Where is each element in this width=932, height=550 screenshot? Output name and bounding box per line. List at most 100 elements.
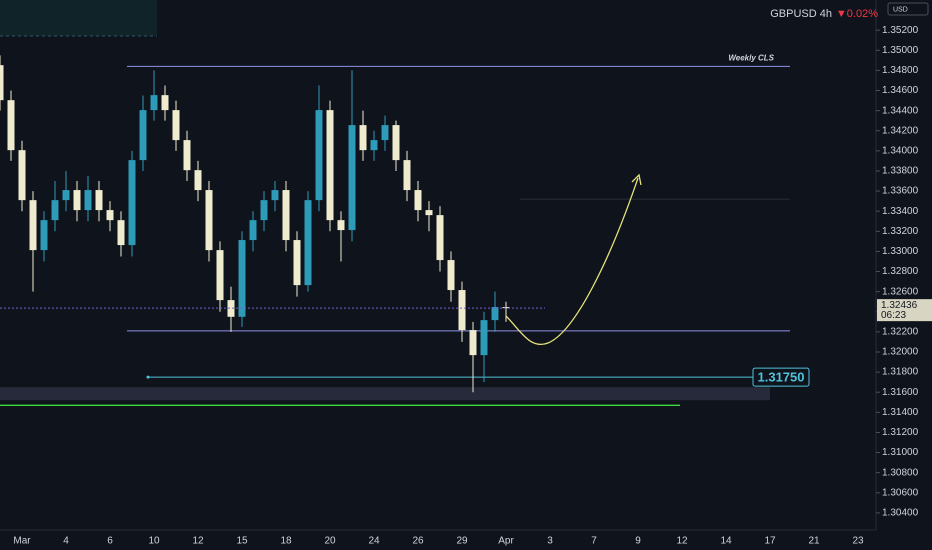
countdown: 06:23 bbox=[881, 310, 906, 321]
candle-body bbox=[227, 300, 235, 317]
x-tick-label: 7 bbox=[591, 536, 597, 547]
candle-body bbox=[7, 100, 15, 151]
x-tick-label: 12 bbox=[192, 536, 204, 547]
x-tick-label: 29 bbox=[456, 536, 468, 547]
y-tick-label: 1.32000 bbox=[882, 347, 919, 358]
candle-body bbox=[106, 210, 114, 221]
candle-body bbox=[326, 110, 334, 221]
candle-body bbox=[469, 330, 477, 356]
y-tick-label: 1.33000 bbox=[882, 246, 919, 257]
candle-body bbox=[315, 110, 323, 201]
candle-body bbox=[172, 110, 180, 141]
candle-body bbox=[194, 170, 202, 191]
y-tick-label: 1.34600 bbox=[882, 85, 919, 96]
x-tick-label: 20 bbox=[324, 536, 336, 547]
price-label: 1.32436 bbox=[881, 300, 918, 311]
plot: 1.35200 1.35000 1.34800 1.34600 1.34400 1.342… bbox=[0, 25, 932, 547]
candle-body bbox=[40, 220, 48, 251]
candle-body bbox=[271, 190, 279, 201]
y-tick-label: 1.34000 bbox=[882, 145, 919, 156]
x-tick-label: 21 bbox=[808, 536, 820, 547]
x-tick-label: 3 bbox=[547, 536, 553, 547]
candle-body bbox=[348, 125, 356, 231]
candle-body bbox=[337, 220, 345, 231]
price-box bbox=[877, 299, 932, 322]
candle-body bbox=[18, 150, 26, 201]
y-tick-label: 1.32800 bbox=[882, 266, 919, 277]
y-tick-label: 1.35000 bbox=[882, 45, 919, 56]
candle-body bbox=[392, 125, 400, 161]
projection-arrow bbox=[505, 177, 639, 346]
candle-body bbox=[249, 220, 257, 241]
candle-body bbox=[447, 260, 455, 291]
candle-body bbox=[381, 125, 389, 141]
level-label: 1.31750 bbox=[758, 370, 805, 385]
symbol: GBPUSD 4h bbox=[770, 8, 832, 20]
y-tick-label: 1.33200 bbox=[882, 226, 919, 237]
y-tick-label: 1.30400 bbox=[882, 508, 919, 519]
x-tick-label: Apr bbox=[498, 536, 514, 547]
x-tick-label: 23 bbox=[852, 536, 864, 547]
candle-body bbox=[62, 190, 70, 201]
candle-body bbox=[29, 200, 37, 251]
x-tick-label: 12 bbox=[676, 536, 688, 547]
candle-body bbox=[425, 210, 433, 216]
candle-body bbox=[414, 190, 422, 211]
y-tick-label: 1.31400 bbox=[882, 407, 919, 418]
candle-body bbox=[128, 160, 136, 246]
candle-body bbox=[502, 307, 510, 309]
x-tick-label: Mar bbox=[13, 536, 31, 547]
candle-body bbox=[216, 250, 224, 301]
candle-body bbox=[480, 320, 488, 356]
y-tick-label: 1.31800 bbox=[882, 367, 919, 378]
x-tick-label: 14 bbox=[720, 536, 732, 547]
candle-body bbox=[359, 125, 367, 151]
level-label-box bbox=[752, 367, 810, 387]
x-tick-label: 18 bbox=[280, 536, 292, 547]
candle-body bbox=[150, 95, 158, 111]
candle-body bbox=[117, 220, 125, 246]
y-tick-label: 1.33600 bbox=[882, 186, 919, 197]
y-tick-label: 1.33400 bbox=[882, 206, 919, 217]
shaded-area bbox=[0, 0, 157, 36]
candle-body bbox=[260, 200, 268, 221]
y-tick-label: 1.35200 bbox=[882, 25, 919, 36]
y-tick-label: 1.30800 bbox=[882, 467, 919, 478]
candle-body bbox=[84, 190, 92, 211]
candle-body bbox=[370, 140, 378, 151]
x-tick-label: 9 bbox=[635, 536, 641, 547]
candle-body bbox=[458, 290, 466, 331]
y-tick-label: 1.34800 bbox=[882, 65, 919, 76]
candle-body bbox=[51, 200, 59, 221]
y-tick-label: 1.32600 bbox=[882, 286, 919, 297]
candle-body bbox=[95, 190, 103, 211]
candle-body bbox=[205, 190, 213, 251]
x-tick-label: 26 bbox=[412, 536, 424, 547]
currency-box[interactable] bbox=[887, 2, 929, 16]
candle-body bbox=[491, 307, 499, 321]
y-tick-label: 1.33800 bbox=[882, 166, 919, 177]
arrow-head bbox=[631, 173, 642, 186]
y-tick-label: 1.34200 bbox=[882, 125, 919, 136]
x-tick-label: 17 bbox=[764, 536, 776, 547]
candle-body bbox=[0, 65, 4, 101]
y-tick-label: 1.31200 bbox=[882, 427, 919, 438]
candle-body bbox=[238, 240, 246, 317]
x-tick-label: 15 bbox=[236, 536, 248, 547]
currency[interactable]: USD bbox=[893, 6, 908, 13]
y-tick-label: 1.32200 bbox=[882, 327, 919, 338]
candle-body bbox=[436, 215, 444, 261]
candle-body bbox=[139, 110, 147, 161]
candle-body bbox=[73, 190, 81, 211]
y-tick-label: 1.31600 bbox=[882, 387, 919, 398]
candle-body bbox=[293, 240, 301, 286]
change: ▼0.02% bbox=[836, 8, 878, 20]
x-tick-label: 10 bbox=[148, 536, 160, 547]
zone bbox=[0, 387, 770, 401]
candle-body bbox=[161, 95, 169, 111]
candle-body bbox=[304, 200, 312, 286]
candle-body bbox=[282, 190, 290, 241]
